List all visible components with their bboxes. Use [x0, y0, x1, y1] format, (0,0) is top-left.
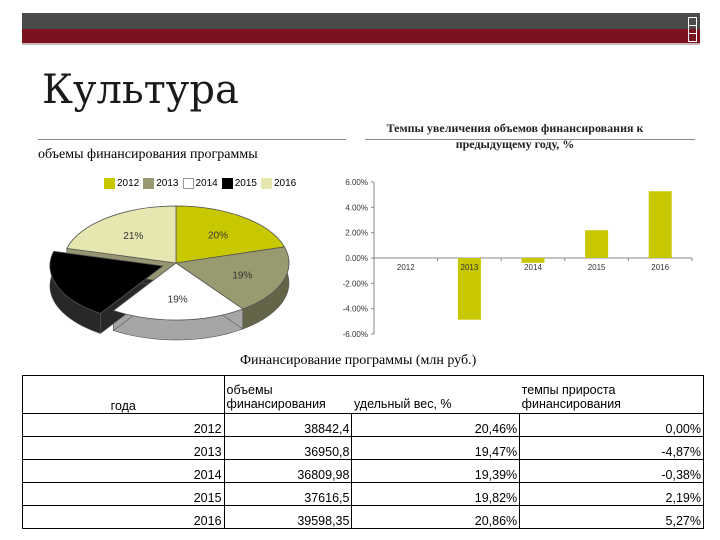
header-bar-red: [22, 29, 700, 43]
x-tick-label: 2014: [524, 263, 542, 272]
pie-data-label: 19%: [232, 270, 252, 281]
cell-year: 2016: [22, 505, 225, 529]
y-tick-label: -6.00%: [343, 330, 368, 339]
bar-2013: [457, 258, 481, 320]
legend-label: 2012: [117, 178, 140, 189]
cell-growth: -0,38%: [519, 459, 704, 483]
slide-title: Культура: [42, 67, 239, 113]
legend-item: 2014: [182, 178, 218, 189]
legend-swatch: [143, 178, 155, 189]
x-tick-label: 2012: [397, 263, 415, 272]
table-row: 2013 36950,8 19,47% -4,87%: [22, 436, 704, 460]
y-tick-label: -4.00%: [343, 305, 368, 314]
cell-volume: 36809,98: [223, 459, 353, 483]
x-tick-label: 2015: [588, 263, 606, 272]
cell-growth: -4,87%: [519, 436, 704, 460]
pie-legend: 2012 2013 2014 2015 2016: [104, 178, 300, 189]
pie-data-label: 21%: [123, 231, 143, 242]
y-tick-label: 2.00%: [345, 229, 368, 238]
pie-slice-2013: [174, 246, 290, 310]
pie-data-label: 20%: [208, 231, 228, 242]
cell-share: 20,46%: [351, 413, 521, 437]
table-title: Финансирование программы (млн руб.): [240, 353, 477, 368]
bar-2015: [585, 230, 609, 258]
cell-year: 2015: [22, 482, 225, 506]
x-tick-label: 2016: [651, 263, 669, 272]
header-volume: объемы финансирования: [224, 375, 352, 414]
divider: [38, 139, 346, 140]
pie-chart-title: объемы финансирования программы: [38, 147, 258, 162]
cell-growth: 2,19%: [519, 482, 704, 506]
cell-year: 2013: [22, 436, 225, 460]
legend-label: 2015: [234, 178, 257, 189]
header-year: года: [22, 375, 225, 414]
table-row: 2015 37616,5 19,82% 2,19%: [22, 482, 704, 506]
y-tick-label: 6.00%: [345, 178, 368, 187]
table-row: 2012 38842,4 20,46% 0,00%: [22, 413, 704, 437]
cell-volume: 36950,8: [223, 436, 353, 460]
pie-slice-2016: [66, 205, 177, 264]
cell-growth: 5,27%: [519, 505, 704, 529]
bar-2016: [648, 191, 672, 258]
bar-chart-title: Темпы увеличения объемов финансирования …: [386, 121, 644, 151]
decor-square-icon: [688, 33, 697, 42]
table-row: 2014 36809,98 19,39% -0,38%: [22, 459, 704, 483]
pie-slice-2015: [49, 250, 164, 314]
cell-year: 2012: [22, 413, 225, 437]
legend-item: 2016: [261, 178, 296, 189]
cell-share: 20,86%: [351, 505, 521, 529]
legend-label: 2014: [195, 178, 218, 189]
cell-volume: 37616,5: [223, 482, 353, 506]
legend-label: 2013: [156, 178, 179, 189]
y-tick-label: -2.00%: [343, 279, 368, 288]
legend-swatch: [104, 178, 115, 189]
header-share: удельный вес, %: [351, 375, 520, 414]
legend-item: 2013: [143, 178, 179, 189]
legend-label: 2016: [274, 178, 297, 189]
cell-share: 19,39%: [351, 459, 521, 483]
legend-swatch: [261, 178, 272, 189]
cell-share: 19,82%: [351, 482, 521, 506]
y-tick-label: 4.00%: [345, 203, 368, 212]
header-bar-line: [22, 43, 700, 45]
bar-2014: [521, 258, 545, 263]
legend-item: 2015: [221, 178, 257, 189]
cell-year: 2014: [22, 459, 225, 483]
cell-growth: 0,00%: [519, 413, 704, 437]
legend-swatch: [182, 178, 194, 189]
y-tick-label: 0.00%: [345, 254, 368, 263]
header-growth: темпы прироста финансирования: [519, 375, 704, 414]
legend-swatch: [221, 178, 233, 189]
pie-data-label: 19%: [168, 294, 188, 305]
financing-table: года объемы финансирования удельный вес,…: [22, 375, 704, 529]
cell-volume: 38842,4: [223, 413, 353, 437]
header-bar-dark: [22, 13, 700, 29]
table-row: 2016 39598,35 20,86% 5,27%: [22, 505, 704, 529]
cell-share: 19,47%: [351, 436, 521, 460]
pie-slice-2012: [175, 205, 286, 264]
legend-item: 2012: [104, 178, 139, 189]
pie-slice-2014: [112, 262, 244, 321]
cell-volume: 39598,35: [223, 505, 353, 529]
x-tick-label: 2013: [461, 263, 479, 272]
divider: [365, 139, 695, 140]
